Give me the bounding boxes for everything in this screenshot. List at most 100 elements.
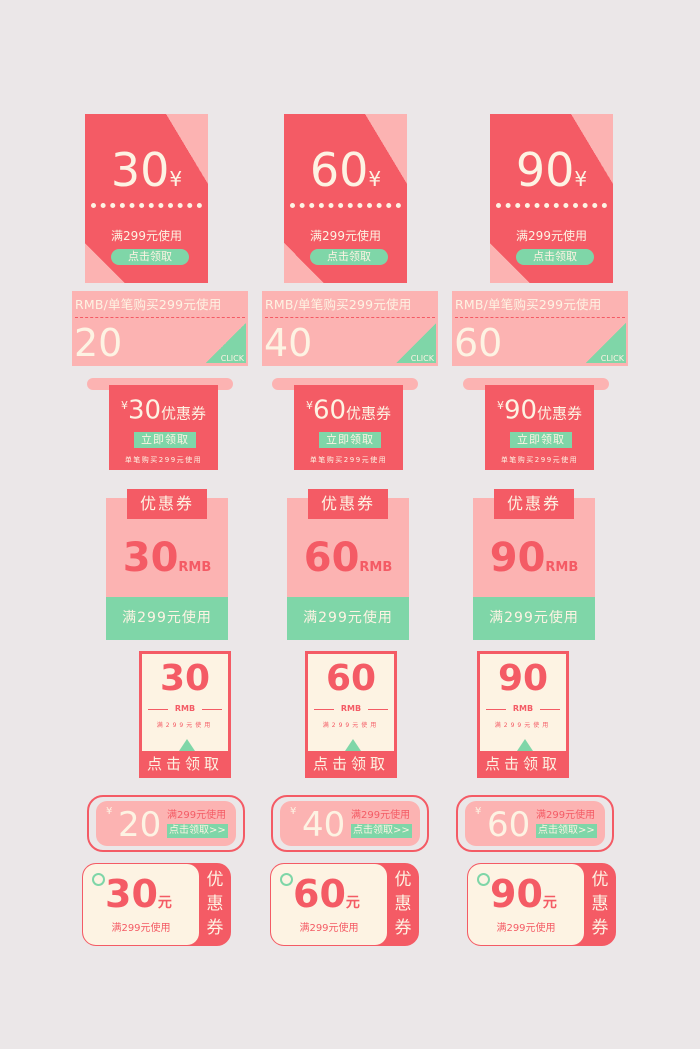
- coupon-card-style1[interactable]: 60¥ 满299元使用 点击领取: [284, 114, 407, 283]
- dotted-divider: [496, 203, 607, 208]
- dashed-divider: [265, 317, 435, 318]
- claim-button[interactable]: 点击领取: [111, 249, 189, 265]
- coupon-card-style4[interactable]: 优惠券 90RMB 满299元使用: [473, 489, 595, 640]
- coupon-condition: 满299元使用: [494, 722, 552, 729]
- coupon-side-label: 优惠券: [206, 870, 224, 938]
- coupon-card-style2[interactable]: RMB/单笔购买299元使用 20 CLICK: [72, 291, 248, 366]
- coupon-condition: 满299元使用: [516, 229, 587, 243]
- coupon-tab-label: 优惠券: [308, 489, 388, 519]
- coupon-amount: 40: [302, 805, 346, 845]
- coupon-condition: 满299元使用: [310, 229, 381, 243]
- claim-button[interactable]: 点击领取>>: [536, 824, 597, 838]
- claim-button[interactable]: 点击领取: [310, 249, 388, 265]
- coupon-tab-label: 优惠券: [494, 489, 574, 519]
- coupon-condition: 满299元使用: [287, 597, 409, 640]
- coupon-amount: 60: [325, 658, 377, 699]
- coupon-card-style3[interactable]: ¥90优惠券 立即领取 单笔购买299元使用: [485, 385, 594, 470]
- coupon-condition: 满299元使用: [111, 923, 171, 934]
- coupon-condition: RMB/单笔购买299元使用: [265, 297, 412, 312]
- coupon-amount: ¥60优惠券: [305, 395, 392, 426]
- coupon-card-style5[interactable]: 60 RMB 满299元使用 点击领取: [305, 651, 397, 778]
- coupon-amount: 40: [264, 321, 313, 365]
- coupon-condition: 满299元使用: [496, 923, 556, 934]
- coupon-side-label: 优惠券: [591, 870, 609, 938]
- coupon-amount: 90元: [490, 872, 557, 916]
- coupon-amount: 30RMB: [122, 535, 212, 581]
- coupon-condition: 单笔购买299元使用: [309, 456, 388, 464]
- coupon-card-style4[interactable]: 优惠券 30RMB 满299元使用: [106, 489, 228, 640]
- claim-button[interactable]: 点击领取>>: [351, 824, 412, 838]
- coupon-card-style6[interactable]: ¥60 满299元使用 点击领取>>: [456, 795, 614, 852]
- coupon-card-style6[interactable]: ¥20 满299元使用 点击领取>>: [87, 795, 245, 852]
- coupon-condition: 满299元使用: [167, 810, 227, 821]
- claim-button[interactable]: 点击领取>>: [167, 824, 228, 838]
- circle-icon: [280, 873, 293, 886]
- click-corner[interactable]: [586, 323, 626, 363]
- coupon-condition: 满299元使用: [111, 229, 182, 243]
- triangle-up-icon: [517, 739, 533, 751]
- click-label: CLICK: [410, 354, 434, 363]
- coupon-unit: RMB: [314, 704, 388, 713]
- coupon-condition: RMB/单笔购买299元使用: [455, 297, 602, 312]
- coupon-condition: 满299元使用: [536, 810, 596, 821]
- currency-symbol: ¥: [106, 806, 113, 817]
- coupon-amount: 60: [487, 805, 531, 845]
- coupon-amount: 60¥: [309, 143, 382, 197]
- coupon-condition: 单笔购买299元使用: [500, 456, 579, 464]
- coupon-card-style5[interactable]: 30 RMB 满299元使用 点击领取: [139, 651, 231, 778]
- click-label: CLICK: [600, 354, 624, 363]
- coupon-amount: 60RMB: [303, 535, 393, 581]
- click-corner[interactable]: [396, 323, 436, 363]
- coupon-side-label: 优惠券: [394, 870, 412, 938]
- claim-button[interactable]: 点击领取: [312, 755, 389, 773]
- coupon-card-style5[interactable]: 90 RMB 满299元使用 点击领取: [477, 651, 569, 778]
- coupon-condition: 满299元使用: [299, 923, 359, 934]
- dotted-divider: [290, 203, 401, 208]
- coupon-card-style1[interactable]: 30¥ 满299元使用 点击领取: [85, 114, 208, 283]
- click-corner[interactable]: [206, 323, 246, 363]
- coupon-tab-label: 优惠券: [127, 489, 207, 519]
- coupon-condition: 满299元使用: [322, 722, 380, 729]
- coupon-card-style3[interactable]: ¥60优惠券 立即领取单笔购买299元使用: [294, 385, 403, 470]
- coupon-amount: 30元: [105, 872, 172, 916]
- currency-symbol: ¥: [475, 806, 482, 817]
- coupon-unit: RMB: [148, 704, 222, 713]
- coupon-amount: 90RMB: [489, 535, 579, 581]
- coupon-amount: 30¥: [110, 143, 183, 197]
- claim-button[interactable]: 立即领取: [319, 432, 381, 448]
- triangle-up-icon: [345, 739, 361, 751]
- coupon-amount: 60: [454, 321, 503, 365]
- dotted-divider: [91, 203, 202, 208]
- coupon-amount: 90¥: [515, 143, 588, 197]
- coupon-amount: ¥30优惠券: [120, 395, 207, 426]
- coupon-card-style7[interactable]: 90元满299元使用 优惠券: [467, 863, 616, 946]
- coupon-amount: 20: [74, 321, 123, 365]
- coupon-card-style3[interactable]: ¥30优惠券 立即领取 单笔购买299元使用: [109, 385, 218, 470]
- coupon-card-style4[interactable]: 优惠券 60RMB 满299元使用: [287, 489, 409, 640]
- coupon-condition: RMB/单笔购买299元使用: [75, 297, 222, 312]
- coupon-card-style2[interactable]: RMB/单笔购买299元使用 40 CLICK: [262, 291, 438, 366]
- coupon-card-style7[interactable]: 60元满299元使用 优惠券: [270, 863, 419, 946]
- dashed-divider: [455, 317, 625, 318]
- coupon-unit: RMB: [486, 704, 560, 713]
- dashed-divider: [75, 317, 245, 318]
- coupon-card-style6[interactable]: ¥40 满299元使用 点击领取>>: [271, 795, 429, 852]
- click-label: CLICK: [220, 354, 244, 363]
- coupon-card-style1[interactable]: 90¥ 满299元使用 点击领取: [490, 114, 613, 283]
- claim-button[interactable]: 点击领取: [484, 755, 561, 773]
- triangle-up-icon: [179, 739, 195, 751]
- claim-button[interactable]: 点击领取: [516, 249, 594, 265]
- circle-icon: [92, 873, 105, 886]
- claim-button[interactable]: 立即领取: [510, 432, 572, 448]
- coupon-condition: 满299元使用: [156, 722, 214, 729]
- claim-button[interactable]: 立即领取: [134, 432, 196, 448]
- coupon-amount: 90: [497, 658, 549, 699]
- coupon-card-style2[interactable]: RMB/单笔购买299元使用 60 CLICK: [452, 291, 628, 366]
- coupon-condition: 满299元使用: [473, 597, 595, 640]
- claim-button[interactable]: 点击领取: [146, 755, 223, 773]
- currency-symbol: ¥: [290, 806, 297, 817]
- coupon-amount: 20: [118, 805, 162, 845]
- circle-icon: [477, 873, 490, 886]
- coupon-card-style7[interactable]: 30元满299元使用 优惠券: [82, 863, 231, 946]
- coupon-amount: 60元: [293, 872, 360, 916]
